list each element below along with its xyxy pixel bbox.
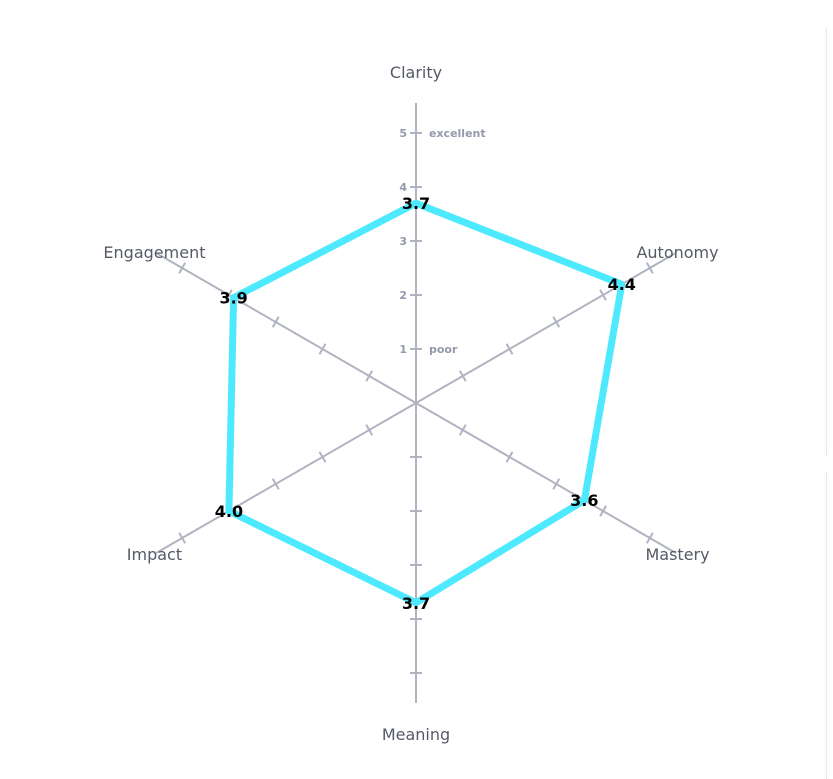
- value-label-engagement: 3.9: [219, 289, 247, 308]
- value-label-clarity: 3.7: [402, 194, 430, 213]
- axis-label-meaning: Meaning: [382, 725, 450, 744]
- tick-mark-impact-5: [178, 532, 187, 544]
- tick-label-4: 4: [399, 181, 407, 194]
- side-panel-top: [826, 28, 833, 456]
- tick-mark-engagement-2: [318, 343, 327, 355]
- tick-label-2: 2: [399, 289, 407, 302]
- tick-mark-engagement-4: [225, 289, 233, 301]
- series-polygon: [225, 199, 626, 607]
- axis-line-autonomy: [415, 252, 677, 404]
- tick-mark-mastery-5: [645, 532, 654, 544]
- value-label-impact: 4.0: [215, 502, 243, 521]
- tick-mark-mastery-4: [599, 505, 607, 517]
- axis-label-autonomy: Autonomy: [636, 243, 718, 262]
- axis-label-clarity: Clarity: [390, 63, 442, 82]
- side-panel-bottom: [826, 472, 833, 779]
- tick-label-3: 3: [399, 235, 407, 248]
- axis-label-mastery: Mastery: [645, 545, 709, 564]
- tick-mark-impact-1: [365, 424, 374, 436]
- tick-mark-engagement-5: [178, 262, 187, 274]
- tick-mark-mastery-2: [505, 451, 514, 463]
- tick-mark-engagement-1: [365, 370, 374, 382]
- value-label-autonomy: 4.4: [608, 275, 636, 294]
- tick-word-poor: poor: [429, 343, 458, 356]
- axis-line-engagement: [155, 252, 417, 404]
- axis-line-mastery: [415, 402, 677, 554]
- tick-mark-autonomy-3: [552, 316, 561, 328]
- tick-mark-impact-2: [318, 451, 327, 463]
- tick-mark-mastery-1: [458, 424, 467, 436]
- tick-mark-autonomy-4: [599, 289, 607, 301]
- tick-mark-mastery-3: [552, 478, 561, 490]
- value-label-meaning: 3.7: [402, 594, 430, 613]
- tick-mark-autonomy-5: [645, 262, 654, 274]
- value-label-mastery: 3.6: [570, 491, 598, 510]
- tick-label-5: 5: [399, 127, 407, 140]
- tick-label-1: 1: [399, 343, 407, 356]
- axis-label-engagement: Engagement: [103, 243, 205, 262]
- radar-axes: [155, 103, 677, 703]
- tick-mark-impact-3: [271, 478, 280, 490]
- axis-label-impact: Impact: [127, 545, 182, 564]
- tick-mark-engagement-3: [271, 316, 280, 328]
- tick-mark-autonomy-2: [505, 343, 514, 355]
- axis-line-impact: [155, 402, 417, 554]
- tick-mark-autonomy-1: [458, 370, 467, 382]
- tick-word-excellent: excellent: [429, 127, 486, 140]
